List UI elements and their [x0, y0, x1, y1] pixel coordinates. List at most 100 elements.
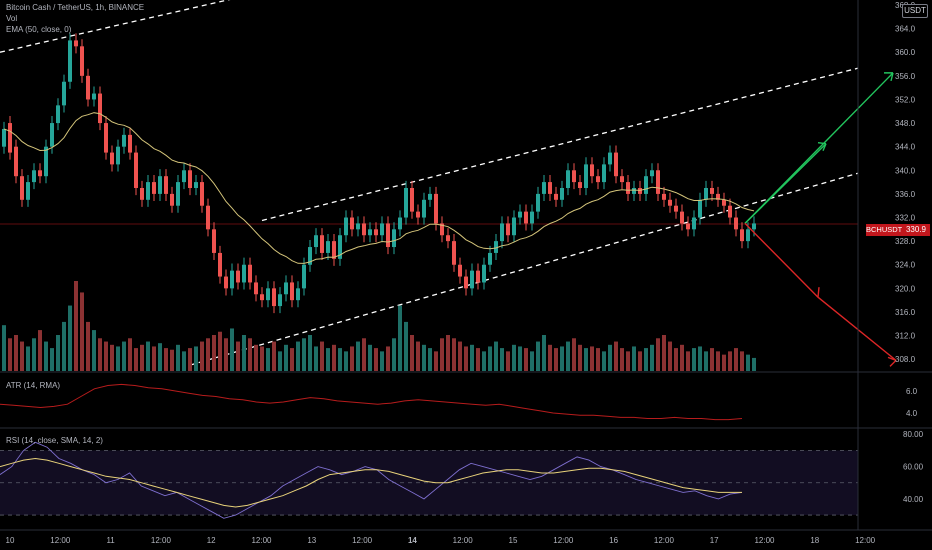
volume-bar — [542, 335, 546, 371]
candle-body — [662, 193, 666, 200]
volume-bar — [218, 331, 222, 371]
volume-bar — [338, 348, 342, 371]
candle-body — [296, 288, 300, 301]
candle-body — [512, 217, 516, 236]
symbol-legend: Bitcoin Cash / TetherUS, 1h, BINANCE — [6, 3, 145, 12]
price-tick-label: 352.0 — [895, 95, 916, 104]
rsi-tick-label: 40.00 — [903, 495, 924, 504]
candle-body — [140, 188, 144, 200]
volume-bar — [512, 344, 516, 371]
candle-body — [674, 205, 678, 212]
candle-body — [314, 235, 318, 248]
volume-bar — [284, 344, 288, 371]
volume-bar — [488, 346, 492, 371]
volume-bar — [656, 338, 660, 371]
volume-bar — [410, 335, 414, 371]
volume-bar — [626, 351, 630, 371]
volume-bar — [116, 346, 120, 371]
candle-body — [554, 193, 558, 200]
candle-body — [86, 75, 90, 100]
volume-bar — [242, 335, 246, 371]
candle-body — [32, 170, 36, 183]
volume-bar — [170, 349, 174, 371]
candle-body — [470, 270, 474, 289]
candle-body — [428, 193, 432, 200]
volume-bar — [518, 346, 522, 371]
candle-body — [8, 123, 12, 153]
price-tick-label: 336.0 — [895, 190, 916, 199]
volume-bar — [566, 341, 570, 371]
candle-body — [416, 211, 420, 218]
candle-body — [602, 164, 606, 183]
volume-bar — [686, 351, 690, 371]
candle-body — [596, 176, 600, 183]
time-tick-label: 12:00 — [50, 536, 71, 545]
candle-body — [122, 134, 126, 147]
candle-body — [476, 270, 480, 283]
volume-bar — [296, 341, 300, 371]
candle-body — [80, 46, 84, 76]
candle-body — [464, 276, 468, 289]
volume-bar — [506, 351, 510, 371]
volume-bar — [458, 341, 462, 371]
volume-bar — [206, 338, 210, 371]
candle-body — [200, 182, 204, 206]
candle-body — [14, 146, 18, 177]
volume-bar — [422, 344, 426, 371]
candle-body — [632, 188, 636, 194]
candle-body — [716, 193, 720, 200]
volume-bar — [326, 348, 330, 371]
ema-line — [3, 112, 755, 264]
symbol-price-tag: BCHUSDT — [866, 224, 903, 236]
volume-bar — [380, 351, 384, 371]
price-tick-label: 324.0 — [895, 261, 916, 270]
volume-bar — [62, 321, 66, 371]
volume-bar — [362, 338, 366, 371]
channel-upper-left — [0, 0, 231, 53]
candle-body — [620, 176, 624, 183]
volume-bar — [260, 346, 264, 371]
channel-upper — [261, 67, 859, 222]
candle-body — [560, 188, 564, 200]
candle-body — [728, 205, 732, 218]
volume-bar — [620, 348, 624, 371]
volume-bar — [308, 335, 312, 371]
bullish-arrowhead-2 — [884, 72, 894, 82]
volume-bar — [464, 346, 468, 371]
candle-body — [524, 211, 528, 224]
time-tick-label: 12:00 — [251, 536, 272, 545]
volume-bar — [560, 346, 564, 371]
time-tick-label: 11 — [106, 536, 115, 545]
volume-bar — [86, 321, 90, 371]
candle-body — [410, 188, 414, 212]
volume-bar — [368, 344, 372, 371]
candle-body — [740, 229, 744, 242]
volume-bar — [704, 351, 708, 371]
candle-body — [98, 93, 102, 124]
candle-body — [302, 264, 306, 289]
volume-bar — [590, 346, 594, 371]
volume-bar — [350, 346, 354, 371]
candle-body — [260, 294, 264, 301]
candle-body — [320, 235, 324, 253]
candle-body — [284, 282, 288, 295]
volume-bar — [716, 351, 720, 371]
volume-bar — [404, 321, 408, 371]
volume-bar — [752, 357, 756, 371]
volume-bar — [254, 344, 258, 371]
bullish-arrow-inner — [744, 143, 827, 224]
volume-bar — [482, 351, 486, 371]
candle-body — [584, 164, 588, 188]
candle-body — [722, 199, 726, 206]
currency-button[interactable]: USDT — [902, 4, 928, 18]
candle-body — [500, 223, 504, 242]
volume-bar — [680, 344, 684, 371]
volume-bar — [92, 330, 96, 371]
volume-bar — [194, 346, 198, 371]
atr-legend: ATR (14, RMA) — [6, 381, 61, 390]
candle-body — [752, 223, 756, 230]
atr-pane: 6.0 4.0 — [0, 383, 918, 421]
candle-body — [278, 294, 282, 307]
volume-bar — [278, 351, 282, 371]
